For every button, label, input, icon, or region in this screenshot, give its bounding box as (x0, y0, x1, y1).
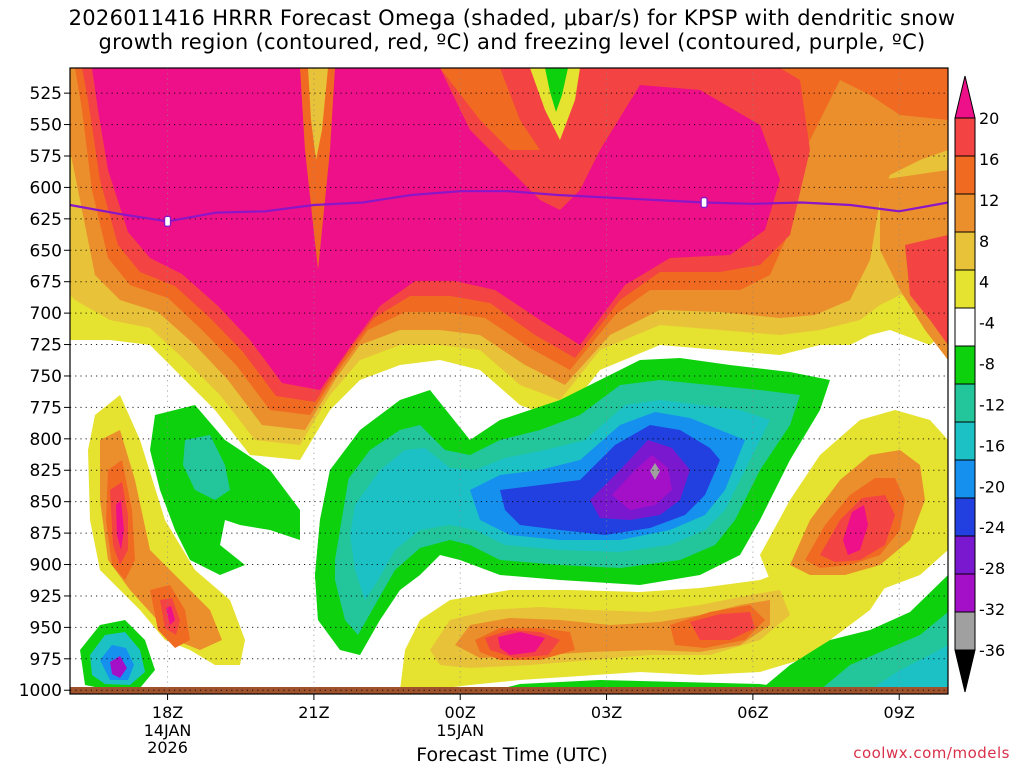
omega-right-magenta-lobe (843, 505, 868, 555)
omega-center-grey (650, 463, 660, 480)
x-tick-sublabel-18Z-0: 14JAN (144, 721, 192, 740)
freezing-level-label-0 (163, 215, 172, 228)
y-tick-label-925: 925 (30, 587, 62, 607)
x-tick-label-09Z: 09Z (884, 703, 915, 722)
plot-border (69, 67, 949, 695)
ground-surface (70, 687, 948, 694)
colorbar-label-10: -24 (979, 518, 1005, 537)
freezing-level-line (69, 190, 949, 223)
x-tick-sublabel-18Z-1: 2026 (147, 738, 188, 757)
colorbar-bin-15 (954, 649, 976, 693)
omega-upper-notch-left-inner (308, 68, 328, 160)
x-tick-label-00Z: 00Z (445, 703, 476, 722)
colorbar-bin-14 (954, 611, 976, 651)
x-axis-title: Forecast Time (UTC) (416, 744, 608, 766)
y-tick-label-650: 650 (30, 241, 62, 261)
colorbar-bin-9 (954, 421, 976, 461)
y-tick-label-800: 800 (30, 430, 62, 450)
colorbar-label-0: 20 (979, 109, 999, 128)
y-tick-label-625: 625 (30, 210, 62, 230)
colorbar-bin-11 (954, 497, 976, 537)
colorbar-label-12: -32 (979, 600, 1005, 619)
colorbar: 20 16 12 8 4 -4 -8 -12 -16 -20 -24 -28 -32 -36 (954, 75, 1005, 693)
freezing-level (69, 190, 949, 228)
colorbar-bin-3 (954, 193, 976, 233)
omega-lowerleft-magenta-2 (166, 606, 175, 625)
colorbar-bin-6 (954, 307, 976, 347)
omega-lowerleft-magenta (116, 500, 124, 550)
colorbar-label-1: 16 (979, 150, 999, 169)
x-tick-label-06Z: 06Z (737, 703, 768, 722)
y-tick-label-825: 825 (30, 461, 62, 481)
colorbar-bin-10 (954, 459, 976, 499)
colorbar-label-4: 4 (979, 273, 989, 292)
colorbar-bin-5 (954, 269, 976, 309)
omega-upper-notch-center-green (545, 68, 568, 112)
grid (70, 68, 948, 694)
colorbar-label-8: -16 (979, 436, 1005, 455)
omega-left-teal (183, 435, 230, 500)
colorbar-label-6: -8 (979, 355, 995, 374)
colorbar-label-13: -36 (979, 641, 1005, 660)
colorbar-bin-7 (954, 345, 976, 385)
y-tick-label-775: 775 (30, 398, 62, 418)
colorbar-label-2: 12 (979, 191, 999, 210)
x-tick-label-18Z: 18Z (152, 703, 183, 722)
colorbar-bin-1 (954, 117, 976, 157)
omega-right-red (905, 235, 948, 345)
credit-link[interactable]: coolwx.com/models (853, 744, 1010, 762)
colorbar-label-7: -12 (979, 395, 1005, 414)
colorbar-label-3: 8 (979, 232, 989, 251)
x-tick-sublabel-00Z-0: 15JAN (436, 721, 484, 740)
y-tick-label-875: 875 (30, 524, 62, 544)
y-tick-label-600: 600 (30, 178, 62, 198)
omega-upper-magenta (92, 68, 780, 390)
x-tick-label-03Z: 03Z (591, 703, 622, 722)
chart-title-line2: growth region (contoured, red, ºC) and f… (98, 30, 926, 54)
y-tick-label-850: 850 (30, 493, 62, 513)
omega-lower-band-red-2 (690, 612, 755, 640)
y-axis: 525 550 575 600 625 650 675 700 725 750 775 800 825 8… (19, 84, 70, 701)
y-tick-label-1000: 1000 (19, 681, 62, 701)
colorbar-bin-13 (954, 573, 976, 613)
x-tick-label-21Z: 21Z (298, 703, 329, 722)
y-tick-label-525: 525 (30, 84, 62, 104)
omega-lowerright-cyan (870, 645, 948, 690)
y-tick-label-725: 725 (30, 336, 62, 356)
y-tick-label-975: 975 (30, 650, 62, 670)
colorbar-bin-4 (954, 231, 976, 271)
colorbar-label-9: -20 (979, 477, 1005, 496)
colorbar-label-11: -28 (979, 559, 1005, 578)
omega-center-white-gap (315, 440, 355, 620)
colorbar-bin-8 (954, 383, 976, 423)
y-tick-label-700: 700 (30, 304, 62, 324)
omega-upper-notch-left (300, 68, 335, 270)
omega-lowerleft-orange (100, 430, 222, 650)
omega-lower-band-magenta (498, 632, 545, 655)
omega-field (70, 68, 948, 694)
colorbar-bin-0 (954, 75, 976, 119)
y-tick-label-675: 675 (30, 273, 62, 293)
freezing-level-label-1 (700, 196, 708, 209)
y-tick-label-550: 550 (30, 116, 62, 136)
colorbar-label-5: -4 (979, 314, 995, 333)
chart-title-line1: 2026011416 HRRR Forecast Omega (shaded, … (68, 6, 956, 30)
omega-upper-notch-mid (440, 68, 540, 150)
omega-lowerleft-blob-purple (110, 656, 127, 678)
y-tick-label-750: 750 (30, 367, 62, 387)
y-tick-label-575: 575 (30, 147, 62, 167)
y-tick-label-950: 950 (30, 618, 62, 638)
chart-title: 2026011416 HRRR Forecast Omega (shaded, … (0, 6, 1024, 54)
colorbar-bin-12 (954, 535, 976, 575)
colorbar-bin-2 (954, 155, 976, 195)
y-tick-label-900: 900 (30, 556, 62, 576)
